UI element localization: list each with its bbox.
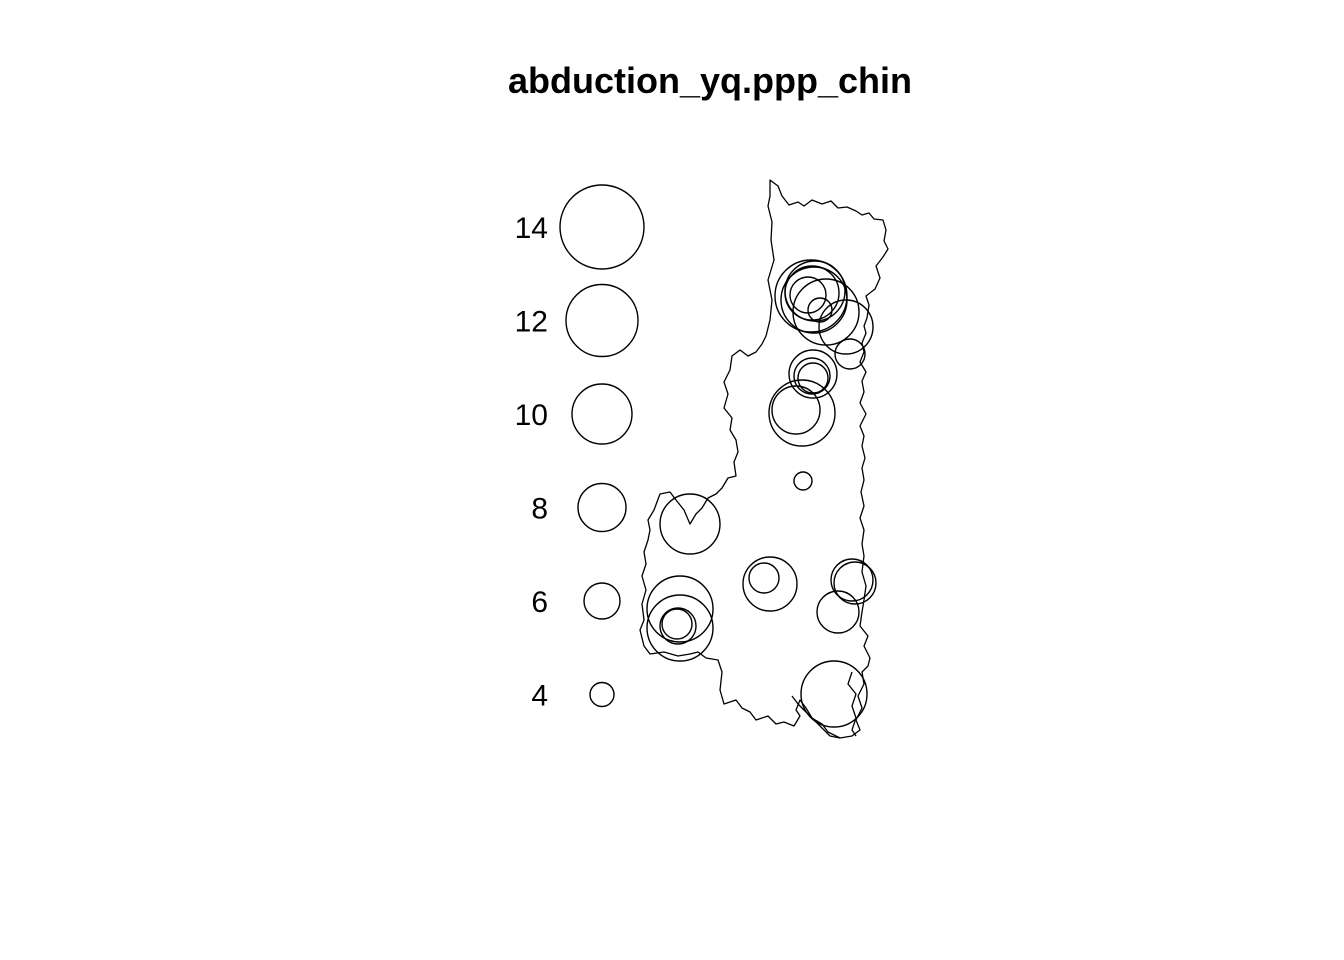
point-mark bbox=[742, 556, 798, 612]
point-mark bbox=[646, 575, 714, 643]
legend-label: 10 bbox=[515, 399, 548, 432]
point-mark bbox=[830, 558, 874, 602]
legend-label: 12 bbox=[515, 306, 548, 339]
point-mark bbox=[646, 594, 714, 662]
legend-label: 14 bbox=[515, 212, 548, 245]
point-mark bbox=[771, 385, 821, 435]
legend-circle bbox=[577, 482, 627, 533]
point-mark bbox=[659, 607, 697, 645]
point-mark bbox=[659, 493, 721, 555]
legend-circle bbox=[559, 184, 645, 270]
point-mark bbox=[816, 590, 860, 634]
inner-boundary bbox=[791, 671, 857, 739]
point-mark bbox=[800, 660, 868, 728]
legend-label: 4 bbox=[531, 680, 548, 713]
legend-label: 6 bbox=[531, 586, 548, 619]
legend-circle bbox=[571, 383, 633, 445]
point-mark bbox=[793, 471, 813, 491]
point-mark bbox=[788, 349, 838, 399]
legend: 14 12 10 8 6 4 bbox=[515, 184, 645, 713]
point-mark bbox=[818, 299, 874, 355]
point-mark bbox=[748, 562, 780, 594]
legend-label: 8 bbox=[531, 493, 548, 526]
point-mark bbox=[833, 561, 877, 605]
legend-circle bbox=[583, 582, 621, 620]
point-mark bbox=[834, 338, 866, 370]
point-mark bbox=[807, 297, 833, 323]
point-mark bbox=[768, 379, 836, 447]
region-boundary bbox=[639, 179, 889, 739]
point-marks bbox=[646, 259, 877, 728]
legend-circle bbox=[565, 283, 639, 358]
point-mark bbox=[784, 265, 840, 321]
point-mark bbox=[793, 357, 831, 395]
legend-circle bbox=[589, 681, 615, 708]
point-mark bbox=[661, 608, 693, 640]
chart-title: abduction_yq.ppp_chin bbox=[508, 60, 912, 101]
